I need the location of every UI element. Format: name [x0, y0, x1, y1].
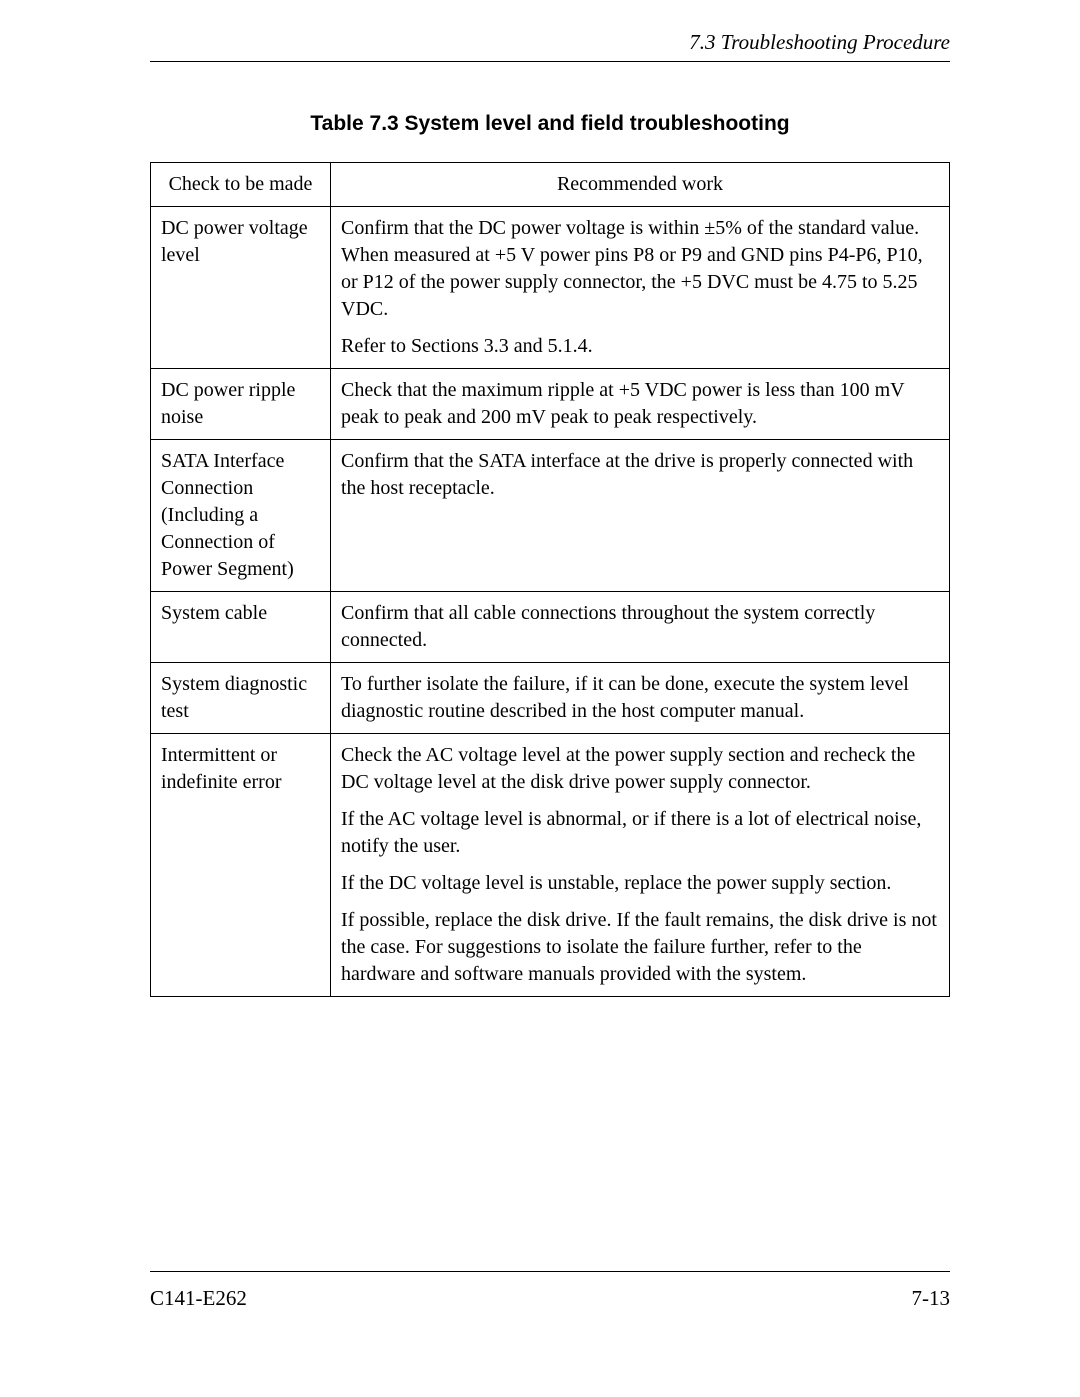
check-cell: Intermittent or indefinite error — [151, 734, 331, 997]
footer-page-number: 7-13 — [912, 1286, 951, 1311]
work-paragraph: If the AC voltage level is abnormal, or … — [341, 806, 939, 860]
table-caption: Table 7.3 System level and field trouble… — [150, 112, 950, 136]
check-cell: System diagnostic test — [151, 663, 331, 734]
work-paragraph: Confirm that the SATA interface at the d… — [341, 448, 939, 502]
footer-doc-id: C141-E262 — [150, 1286, 247, 1311]
table-row: DC power voltage levelConfirm that the D… — [151, 207, 950, 369]
work-paragraph: To further isolate the failure, if it ca… — [341, 671, 939, 725]
work-cell: Confirm that the SATA interface at the d… — [331, 440, 950, 592]
column-header-check: Check to be made — [151, 163, 331, 207]
troubleshooting-table: Check to be madeRecommended workDC power… — [150, 162, 950, 997]
column-header-work: Recommended work — [331, 163, 950, 207]
header-section-title: 7.3 Troubleshooting Procedure — [150, 30, 950, 55]
work-paragraph: Refer to Sections 3.3 and 5.1.4. — [341, 333, 939, 360]
page-footer: C141-E262 7-13 — [150, 1271, 950, 1311]
work-paragraph: If the DC voltage level is unstable, rep… — [341, 870, 939, 897]
table-row: Intermittent or indefinite errorCheck th… — [151, 734, 950, 997]
work-cell: Confirm that all cable connections throu… — [331, 592, 950, 663]
work-paragraph: If possible, replace the disk drive. If … — [341, 907, 939, 988]
table-row: System diagnostic testTo further isolate… — [151, 663, 950, 734]
work-paragraph: Confirm that the DC power voltage is wit… — [341, 215, 939, 323]
work-paragraph: Check that the maximum ripple at +5 VDC … — [341, 377, 939, 431]
work-cell: Confirm that the DC power voltage is wit… — [331, 207, 950, 369]
check-cell: DC power ripple noise — [151, 369, 331, 440]
work-paragraph: Check the AC voltage level at the power … — [341, 742, 939, 796]
check-cell: System cable — [151, 592, 331, 663]
table-row: DC power ripple noiseCheck that the maxi… — [151, 369, 950, 440]
page-content: 7.3 Troubleshooting Procedure Table 7.3 … — [0, 0, 1080, 997]
work-paragraph: Confirm that all cable connections throu… — [341, 600, 939, 654]
check-cell: DC power voltage level — [151, 207, 331, 369]
page-header: 7.3 Troubleshooting Procedure — [150, 30, 950, 62]
work-cell: Check the AC voltage level at the power … — [331, 734, 950, 997]
check-cell: SATA Interface Connection (Including a C… — [151, 440, 331, 592]
work-cell: Check that the maximum ripple at +5 VDC … — [331, 369, 950, 440]
work-cell: To further isolate the failure, if it ca… — [331, 663, 950, 734]
table-row: System cableConfirm that all cable conne… — [151, 592, 950, 663]
table-row: SATA Interface Connection (Including a C… — [151, 440, 950, 592]
